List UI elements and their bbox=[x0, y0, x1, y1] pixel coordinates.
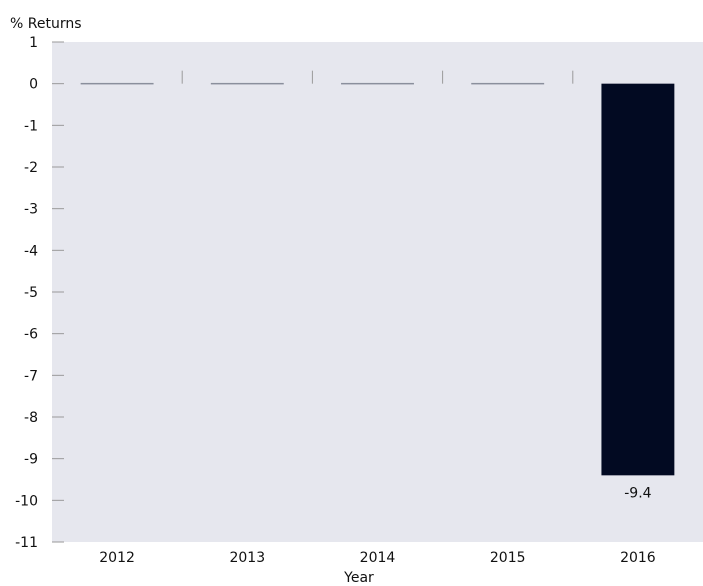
y-tick-label: -11 bbox=[15, 535, 38, 551]
y-tick-label: -9 bbox=[24, 452, 38, 468]
bar bbox=[341, 82, 414, 85]
bar-data-label: -9.4 bbox=[624, 485, 651, 501]
x-tick-label: 2012 bbox=[99, 550, 135, 566]
plot-area bbox=[52, 42, 703, 542]
bar bbox=[80, 82, 154, 85]
y-tick-label: -10 bbox=[15, 493, 38, 509]
data-labels: -9.4 bbox=[624, 485, 651, 501]
y-tick-label: -7 bbox=[24, 368, 38, 384]
y-tick-label: -4 bbox=[24, 243, 38, 259]
x-axis-title: Year bbox=[343, 570, 374, 586]
y-tick-label: 1 bbox=[29, 35, 38, 51]
x-tick-label: 2014 bbox=[360, 550, 396, 566]
y-tick-label: -3 bbox=[24, 202, 38, 218]
y-axis: 1 0 -1 -2 -3 -4 -5 -6 -7 -8 -9 -10 -11 bbox=[15, 35, 64, 551]
bar-series bbox=[80, 82, 675, 476]
y-tick-label: -8 bbox=[24, 410, 38, 426]
y-tick-label: -6 bbox=[24, 327, 38, 343]
x-tick-label: 2013 bbox=[229, 550, 265, 566]
bar bbox=[471, 82, 545, 85]
bar bbox=[210, 82, 284, 85]
y-tick-label: -2 bbox=[24, 160, 38, 176]
x-axis: 2012 2013 2014 2015 2016 bbox=[99, 70, 656, 566]
x-tick-label: 2015 bbox=[490, 550, 526, 566]
bar bbox=[601, 83, 675, 476]
y-axis-title: % Returns bbox=[10, 16, 82, 32]
y-tick-label: 0 bbox=[29, 77, 38, 93]
y-tick-label: -1 bbox=[24, 118, 38, 134]
y-tick-label: -5 bbox=[24, 285, 38, 301]
x-tick-label: 2016 bbox=[620, 550, 656, 566]
